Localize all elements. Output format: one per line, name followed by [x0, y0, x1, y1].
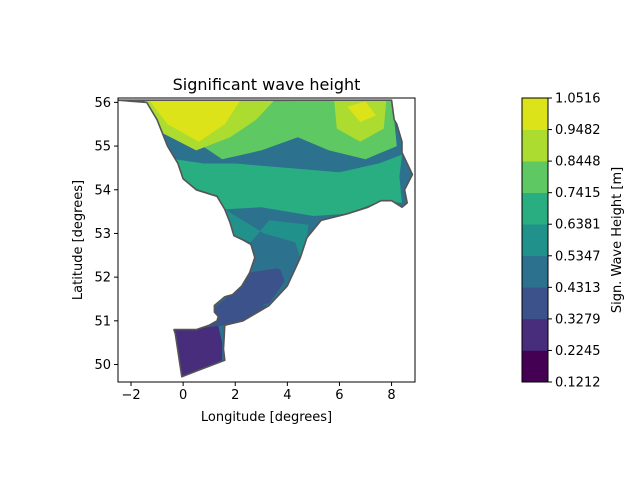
y-tick-label: 50	[94, 358, 111, 373]
x-tick-label: 8	[387, 388, 395, 403]
wave-height-zone	[149, 100, 241, 142]
map-layer	[118, 99, 414, 378]
colorbar-tick-label: 0.9482	[555, 123, 601, 138]
y-tick-label: 55	[94, 140, 111, 155]
colorbar-tick-label: 0.3279	[555, 312, 601, 327]
wave-height-zone	[175, 154, 402, 216]
x-ticks: −2 0 2 4 6 8	[121, 382, 396, 403]
y-tick-label: 52	[94, 271, 111, 286]
colorbar-segment	[522, 318, 548, 351]
colorbar-tick-label: 1.0516	[555, 92, 601, 107]
map-axes-frame	[117, 97, 416, 383]
wave-height-zone	[232, 259, 285, 308]
wave-height-zone	[224, 209, 309, 258]
y-axis-label: Latitude [degrees]	[71, 180, 86, 300]
colorbar-label: Sign. Wave Height [m]	[610, 167, 625, 313]
colorbar-segment	[522, 192, 548, 225]
colorbar-segment	[522, 129, 548, 162]
colorbar: 0.1212 0.2245 0.3279 0.4313 0.5347 0.6381 0.74…	[521, 92, 601, 391]
colorbar-segment	[522, 224, 548, 257]
x-axis-label: Longitude [degrees]	[201, 410, 332, 425]
colorbar-segment	[522, 98, 548, 130]
y-tick-label: 51	[94, 314, 111, 329]
y-tick-label: 54	[94, 183, 111, 198]
colorbar-tick-label: 0.8448	[555, 155, 601, 170]
colorbar-tick-label: 0.2245	[555, 344, 601, 359]
colorbar-segment	[522, 287, 548, 320]
y-ticks: 50 51 52 53 54 55 56	[94, 96, 118, 373]
colorbar-frame	[521, 97, 549, 383]
colorbar-tick-label: 0.4313	[555, 281, 601, 296]
colorbar-segment	[522, 161, 548, 193]
wave-height-zone	[347, 101, 376, 122]
colorbar-tick-label: 0.5347	[555, 249, 601, 264]
x-tick-label: 6	[335, 388, 343, 403]
coastline	[118, 99, 414, 378]
colorbar-segment	[522, 350, 548, 383]
y-tick-label: 53	[94, 227, 111, 242]
x-tick-label: −2	[121, 388, 140, 403]
colorbar-tick-label: 0.1212	[555, 376, 601, 391]
chart-title: Significant wave height	[173, 75, 361, 94]
colorbar-tick-label: 0.7415	[555, 186, 601, 201]
wave-height-zone	[174, 320, 223, 377]
x-tick-label: 0	[179, 388, 187, 403]
wave-height-zones	[144, 100, 402, 377]
colorbar-segment	[522, 255, 548, 288]
x-tick-label: 4	[283, 388, 291, 403]
y-tick-label: 56	[94, 96, 111, 111]
wave-height-zone	[248, 233, 303, 273]
colorbar-tick-label: 0.6381	[555, 218, 601, 233]
x-tick-label: 2	[231, 388, 239, 403]
